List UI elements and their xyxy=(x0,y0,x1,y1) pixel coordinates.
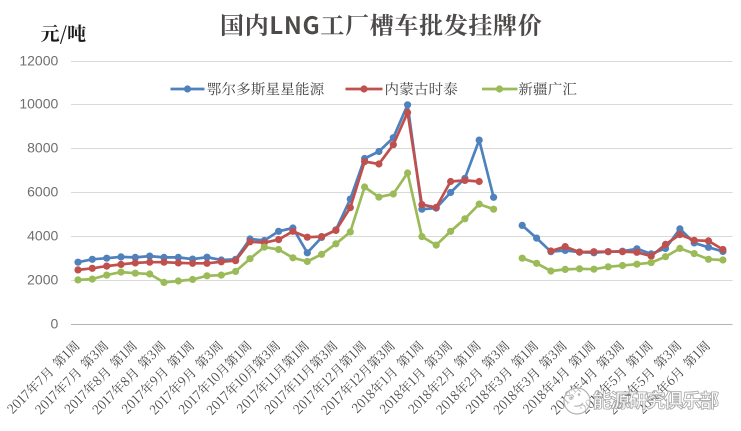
svg-text:12000: 12000 xyxy=(19,52,58,68)
svg-text:6000: 6000 xyxy=(27,183,58,199)
svg-text:8000: 8000 xyxy=(27,139,58,155)
svg-text:4000: 4000 xyxy=(27,227,58,243)
svg-text:2000: 2000 xyxy=(27,271,58,287)
svg-text:0: 0 xyxy=(51,315,59,331)
svg-text:10000: 10000 xyxy=(19,95,58,111)
